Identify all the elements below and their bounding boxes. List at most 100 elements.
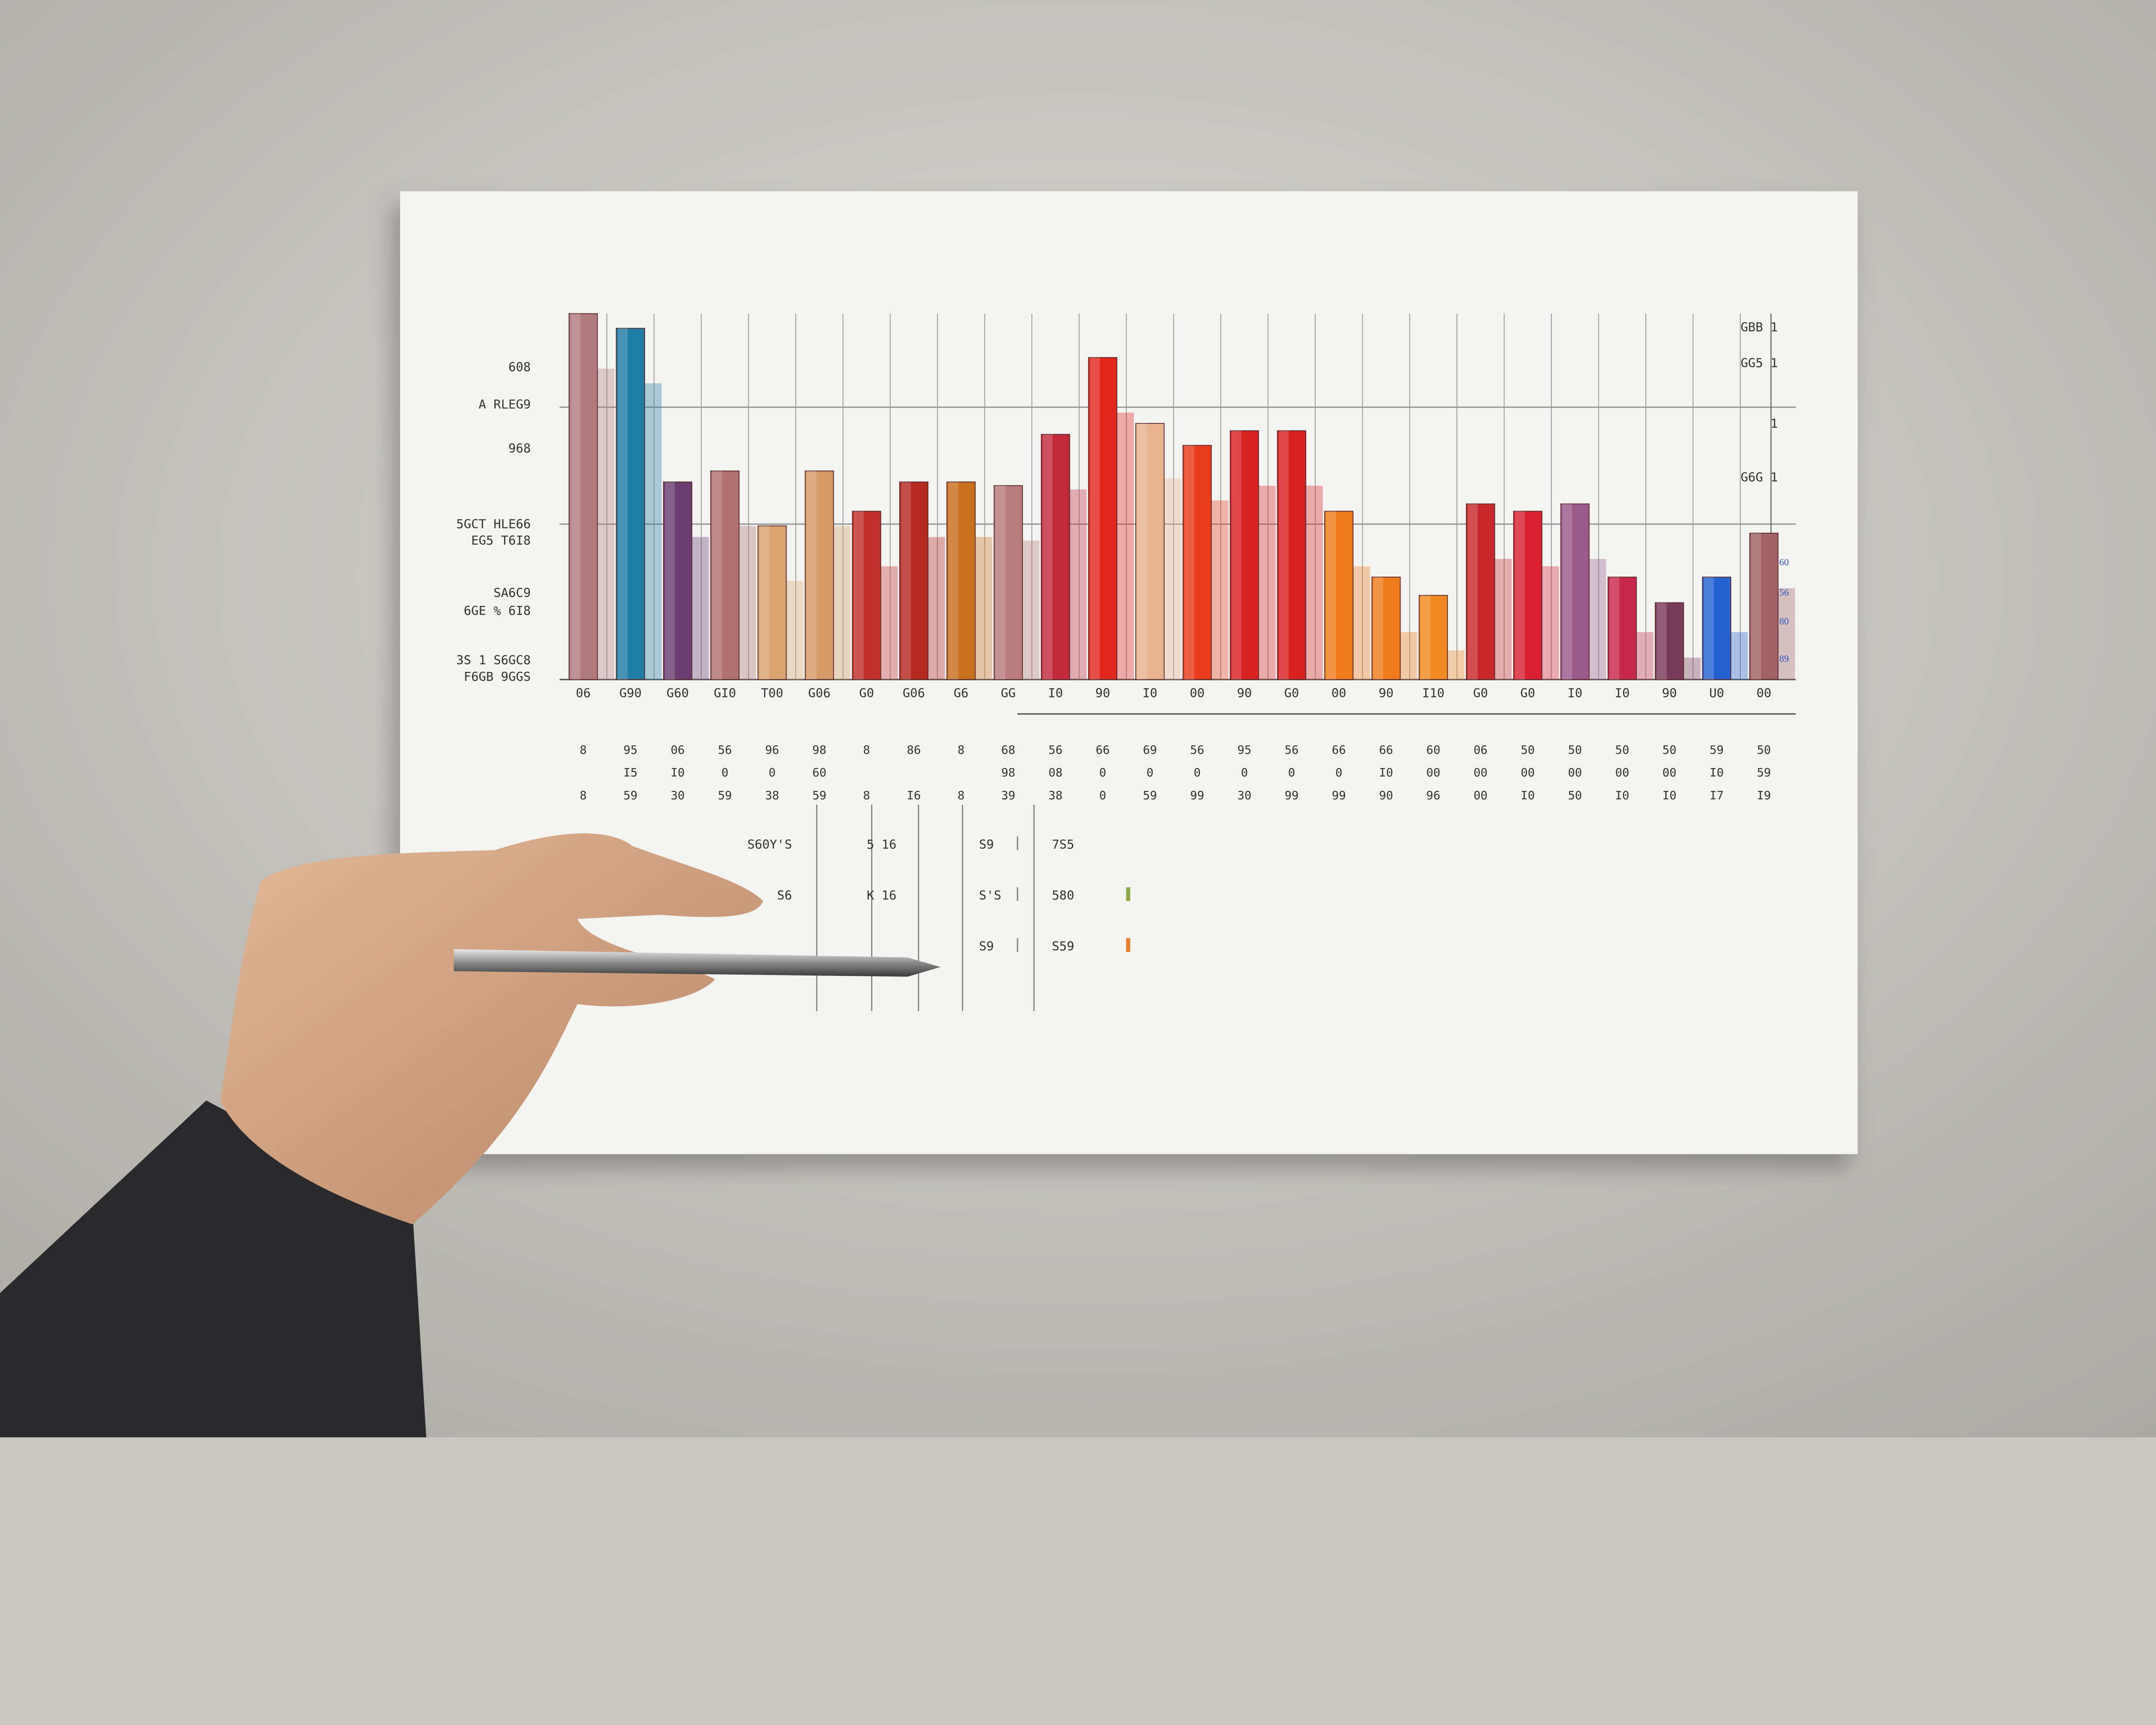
pen [454, 949, 941, 977]
x-tick-label: G06 [808, 686, 830, 700]
bar [663, 481, 693, 680]
bar-highlight [806, 471, 817, 680]
bar [1088, 357, 1118, 680]
y-tick-label-left: EG5 T6I8 [471, 533, 531, 548]
table-cell: 90 [1379, 789, 1393, 802]
legend-cell: S'S [979, 888, 1001, 903]
bar [1182, 445, 1212, 680]
legend-color-swatch [1126, 887, 1131, 901]
table-cell: 50 [1662, 743, 1677, 757]
bar [1466, 503, 1495, 680]
table-cell: 86 [907, 743, 921, 757]
table-cell: 8 [863, 743, 870, 757]
table-cell: 50 [1521, 743, 1535, 757]
x-tick-label: I0 [1048, 686, 1063, 700]
table-cell: 8 [958, 789, 965, 802]
table-cell: 00 [1568, 766, 1582, 780]
table-cell: 0 [1241, 766, 1248, 780]
table-cell: 96 [765, 743, 779, 757]
table-cell: 56 [1190, 743, 1204, 757]
bar-highlight [617, 328, 628, 680]
legend-cell: 5 16 [867, 837, 896, 852]
table-cell: I9 [1757, 789, 1771, 802]
y-tick-label-left: F6GB 9GGS [464, 669, 530, 684]
legend-cell: S9 [979, 837, 994, 852]
legend-cell: 7S5 [1052, 837, 1074, 852]
table-cell: 59 [1757, 766, 1771, 780]
table-cell: 60 [812, 766, 827, 780]
table-cell: 0 [1147, 766, 1153, 780]
y-tick-label-right-blue: 56 [1779, 587, 1789, 598]
table-cell: I6 [907, 789, 921, 802]
bar [1324, 511, 1354, 680]
hand [220, 833, 763, 1224]
table-cell: 00 [1473, 789, 1488, 802]
table-cell: I0 [671, 766, 685, 780]
x-tick-label: 00 [1190, 686, 1205, 700]
table-cell: 00 [1662, 766, 1677, 780]
table-cell: 30 [1238, 789, 1252, 802]
legend-cell: S59 [1052, 939, 1074, 953]
bar-highlight [1467, 504, 1478, 680]
bar [852, 511, 881, 680]
table-cell: 50 [1568, 743, 1582, 757]
x-tick-label: G06 [903, 686, 925, 700]
bar-highlight [664, 482, 675, 680]
bar [1419, 595, 1448, 680]
table-cell: 95 [624, 743, 638, 757]
table-cell: I0 [1379, 766, 1393, 780]
bar-highlight [759, 526, 770, 680]
bar [757, 525, 787, 680]
table-cell: 0 [1288, 766, 1295, 780]
table-cell: 30 [671, 789, 685, 802]
y-tick-label-left: 6GE % 6I8 [464, 603, 530, 618]
y-tick-label-left: A RLEG9 [479, 397, 531, 411]
bar [710, 470, 740, 680]
y-tick-label-right: 1 [1771, 416, 1778, 431]
table-cell: 59 [718, 789, 732, 802]
bar-highlight [1515, 511, 1525, 680]
table-cell: 95 [1238, 743, 1252, 757]
table-cell: 98 [812, 743, 827, 757]
table-cell: I0 [1521, 789, 1535, 802]
table-cell: 8 [580, 743, 586, 757]
table-cell: 98 [1001, 766, 1015, 780]
table-cell: 59 [1710, 743, 1724, 757]
bar-highlight [1751, 533, 1761, 680]
table-cell: 50 [1568, 789, 1582, 802]
table-cell: 38 [765, 789, 779, 802]
x-tick-label: G0 [1284, 686, 1299, 700]
bar-highlight [1137, 423, 1147, 680]
bar-highlight [948, 482, 959, 680]
x-tick-label: I0 [1567, 686, 1583, 700]
bar [993, 485, 1023, 680]
table-cell: I7 [1710, 789, 1724, 802]
x-tick-label: G0 [1520, 686, 1536, 700]
table-cell: 96 [1426, 789, 1441, 802]
y-tick-label-left: 608 [508, 360, 531, 374]
legend-cell: S60Y'S [747, 837, 792, 852]
bar [1608, 577, 1637, 680]
table-cell: 38 [1049, 789, 1063, 802]
bar-highlight [1656, 602, 1667, 680]
x-tick-label: G0 [859, 686, 874, 700]
table-cell: 0 [1335, 766, 1342, 780]
y-tick-label-left: SA6C9 [494, 585, 531, 600]
bar [616, 328, 645, 680]
y-tick-label-left: 3S 1 S6GC8 [456, 653, 531, 668]
bar [1277, 430, 1307, 680]
bar [1230, 430, 1259, 680]
bar-highlight [1704, 577, 1714, 680]
bar [946, 481, 976, 680]
legend-cell: S9 [979, 939, 994, 953]
photo-scene: 0688G9095I559G6006I030GI056059T0096038G0… [0, 0, 2156, 1438]
y-tick-label-left: 5GCT HLE66 [456, 517, 531, 531]
table-cell: 56 [1285, 743, 1299, 757]
bar-highlight [1326, 511, 1336, 680]
x-tick-label: U0 [1709, 686, 1724, 700]
table-cell: 0 [721, 766, 728, 780]
bar [1371, 577, 1401, 680]
table-cell: 0 [1099, 766, 1106, 780]
table-cell: 00 [1615, 766, 1630, 780]
table-cell: I0 [1615, 789, 1630, 802]
